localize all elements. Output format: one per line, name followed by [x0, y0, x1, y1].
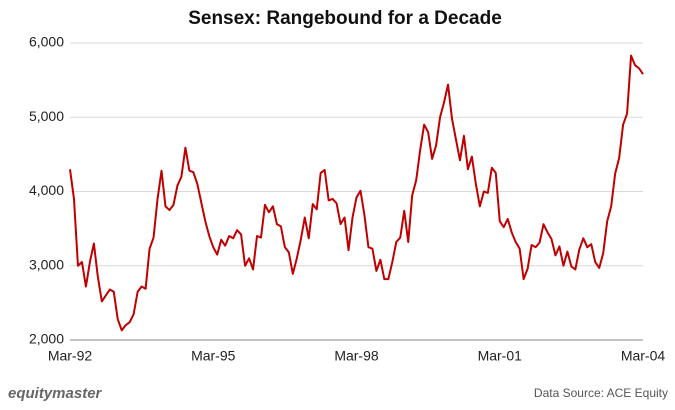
x-tick-label: Mar-01 — [478, 348, 523, 364]
y-tick-label: 6,000 — [29, 34, 64, 50]
x-tick-label: Mar-98 — [334, 348, 379, 364]
logo: equitymaster — [8, 385, 103, 402]
chart-title: Sensex: Rangebound for a Decade — [188, 8, 502, 29]
line — [69, 54, 644, 332]
y-tick-label: 3,000 — [29, 256, 64, 272]
x-tick-label: Mar-95 — [191, 348, 236, 364]
x-tick-label: Mar-92 — [48, 348, 93, 364]
data-source: Data Source: ACE Equity — [534, 386, 668, 400]
y-tick-label: 2,000 — [29, 331, 64, 347]
x-tick-label: Mar-04 — [621, 348, 666, 364]
y-tick-label: 4,000 — [29, 182, 64, 198]
y-tick-label: 5,000 — [29, 108, 64, 124]
